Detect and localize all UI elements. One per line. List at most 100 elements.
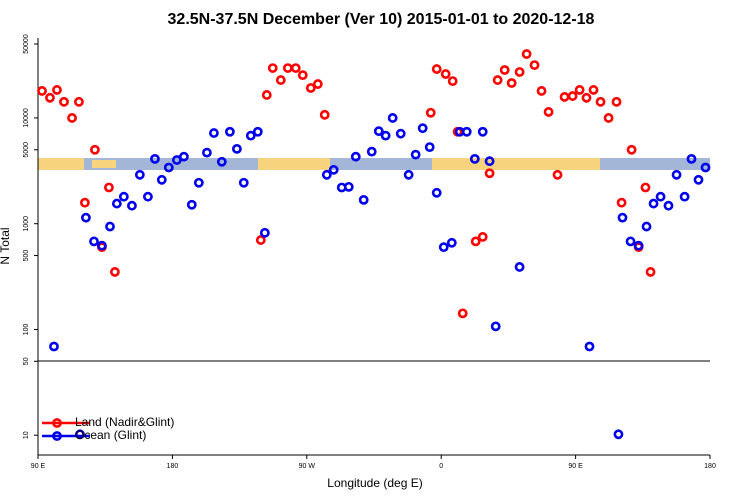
- point: [611, 96, 622, 107]
- point: [663, 200, 674, 211]
- point: [584, 341, 595, 352]
- point: [259, 227, 270, 238]
- point: [45, 92, 55, 103]
- y-tick-label: 50000: [23, 34, 30, 54]
- point: [457, 308, 468, 319]
- point: [252, 126, 263, 137]
- point: [424, 142, 435, 152]
- point: [81, 212, 91, 223]
- point: [312, 79, 323, 89]
- point: [75, 429, 85, 440]
- point: [328, 164, 339, 175]
- point: [201, 147, 212, 158]
- point: [477, 126, 488, 137]
- point: [321, 169, 332, 180]
- point: [134, 169, 145, 180]
- point: [469, 153, 480, 164]
- point: [645, 267, 656, 277]
- point: [484, 168, 495, 179]
- point: [178, 151, 189, 162]
- point: [358, 194, 369, 205]
- point: [552, 169, 563, 180]
- point: [216, 156, 227, 167]
- point: [74, 96, 84, 107]
- y-tick-label: 1000: [23, 216, 30, 232]
- y-tick-label: 10: [23, 431, 30, 439]
- legend-marker: [52, 418, 62, 428]
- point: [648, 198, 659, 209]
- point: [693, 174, 704, 185]
- point: [67, 113, 77, 123]
- point: [373, 126, 384, 137]
- point: [297, 70, 308, 81]
- point: [499, 65, 510, 75]
- point: [438, 242, 449, 253]
- point: [209, 128, 219, 138]
- point: [425, 107, 436, 118]
- point: [387, 113, 398, 123]
- map-strip: [38, 158, 710, 170]
- point: [79, 197, 90, 208]
- point: [343, 181, 354, 192]
- point: [529, 60, 540, 70]
- point: [613, 429, 624, 440]
- point: [193, 177, 204, 188]
- point: [275, 75, 286, 85]
- point: [255, 235, 266, 245]
- point: [447, 76, 458, 87]
- point: [305, 83, 316, 93]
- point: [543, 107, 554, 117]
- x-tick-label: 90 E: [31, 463, 46, 470]
- point: [603, 113, 614, 123]
- point: [89, 236, 99, 247]
- y-tick-label: 5000: [23, 142, 30, 158]
- point: [49, 341, 59, 352]
- point: [127, 200, 137, 211]
- point: [700, 162, 711, 173]
- y-tick-label: 100: [23, 324, 30, 336]
- point: [626, 144, 637, 155]
- x-tick-label: 180: [167, 463, 179, 470]
- point: [410, 149, 421, 160]
- point: [617, 212, 628, 223]
- point: [403, 169, 414, 180]
- point: [37, 86, 47, 96]
- point: [470, 236, 481, 247]
- point: [446, 237, 457, 248]
- point: [59, 96, 69, 107]
- point: [484, 156, 495, 167]
- point: [477, 232, 488, 242]
- y-tick-label: 500: [23, 250, 30, 262]
- y-tick-label: 10000: [23, 108, 30, 128]
- point: [431, 187, 442, 198]
- point: [595, 96, 606, 107]
- point: [163, 162, 174, 173]
- point: [110, 267, 120, 277]
- legend-label: Land (Nadir&Glint): [75, 415, 174, 429]
- point: [261, 90, 272, 100]
- point: [267, 63, 278, 73]
- point: [490, 321, 501, 332]
- point: [111, 198, 122, 209]
- point: [679, 191, 690, 202]
- land-strip: [432, 158, 600, 170]
- point: [97, 240, 107, 251]
- point: [461, 126, 472, 137]
- point: [492, 75, 503, 85]
- point: [641, 221, 652, 232]
- land-strip: [38, 158, 84, 170]
- point: [521, 49, 532, 59]
- point: [671, 169, 682, 180]
- point: [290, 63, 301, 73]
- legend-label: Ocean (Glint): [75, 428, 146, 442]
- point: [104, 182, 114, 193]
- land-strip: [258, 158, 330, 170]
- point: [640, 182, 651, 193]
- point: [395, 128, 406, 139]
- point: [616, 197, 627, 208]
- point: [559, 92, 570, 102]
- point: [150, 153, 160, 164]
- x-axis-label: Longitude (deg E): [327, 476, 422, 490]
- point: [232, 143, 242, 154]
